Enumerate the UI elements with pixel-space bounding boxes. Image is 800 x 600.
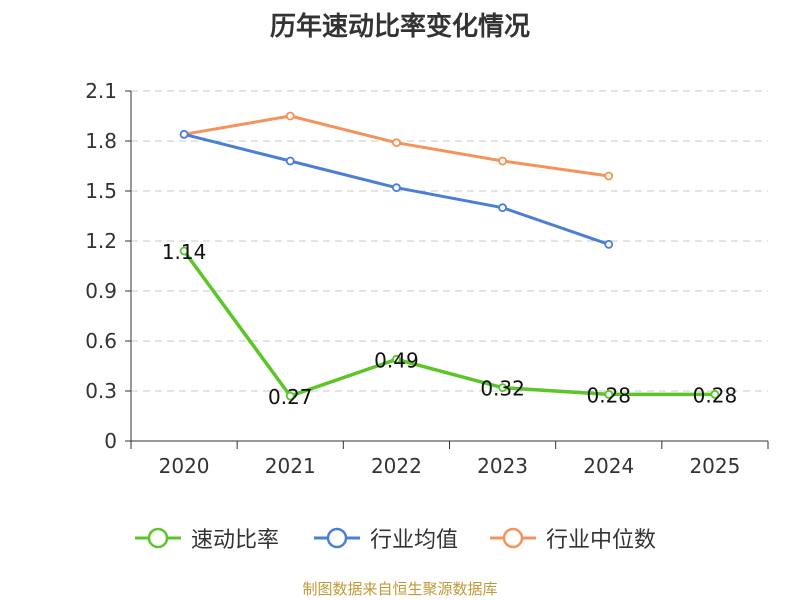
legend-line-circle-icon [490, 527, 536, 549]
data-label: 1.14 [162, 240, 207, 264]
data-point [392, 354, 401, 364]
data-point [285, 391, 295, 401]
data-label: 0.32 [480, 377, 525, 401]
data-point [392, 138, 401, 148]
y-tick-label: 0.6 [85, 329, 117, 353]
data-label: 0.28 [586, 383, 631, 407]
x-tick-label: 2023 [477, 454, 528, 478]
data-point [285, 111, 295, 121]
data-point [392, 183, 401, 193]
chart-title: 历年速动比率变化情况 [269, 12, 530, 42]
legend-item-industry-mean[interactable]: 行业均值 [312, 518, 458, 558]
y-tick-label: 0 [104, 429, 117, 453]
y-tick-label: 1.2 [85, 229, 117, 253]
axes: 0 0.3 0.6 0.9 1.2 1.5 1.8 2.1 2020 2021 2022 2023 20… [85, 79, 769, 478]
data-point [604, 171, 614, 181]
data-point [498, 383, 507, 393]
source-note: 制图数据来自恒生聚源数据库 [302, 580, 498, 598]
x-tick-label: 2022 [371, 454, 422, 478]
x-tick-label: 2021 [265, 454, 316, 478]
data-point [604, 389, 614, 399]
data-label: 0.49 [374, 348, 419, 372]
legend-item-industry-median[interactable]: 行业中位数 [488, 518, 656, 558]
x-tick-label: 2024 [583, 454, 634, 478]
gridlines [131, 90, 768, 392]
legend-label: 速动比率 [191, 528, 280, 553]
y-tick-label: 1.8 [85, 129, 117, 153]
x-tick-label: 2020 [159, 454, 210, 478]
data-point [179, 129, 189, 139]
legend: 速动比率 行业均值 行业中位数 [0, 518, 800, 558]
data-point [710, 389, 720, 399]
data-label: 0.28 [693, 383, 738, 407]
y-tick-label: 2.1 [85, 79, 117, 103]
data-point [498, 156, 507, 166]
y-tick-label: 0.3 [85, 379, 117, 403]
legend-label: 行业均值 [370, 528, 459, 553]
legend-item-quick-ratio[interactable]: 速动比率 [133, 518, 279, 558]
x-tick-label: 2025 [689, 454, 740, 478]
y-tick-label: 1.5 [85, 179, 117, 203]
data-point [285, 156, 295, 166]
data-point [604, 239, 614, 249]
data-point [179, 246, 189, 256]
data-labels: 1.14 0.27 0.49 0.32 0.28 0.28 [162, 240, 737, 409]
y-tick-label: 0.9 [85, 279, 117, 303]
series-line [182, 249, 715, 398]
legend-label: 行业中位数 [546, 528, 657, 553]
series-lines [179, 111, 720, 401]
legend-line-circle-icon [135, 527, 181, 549]
legend-line-circle-icon [314, 527, 360, 549]
data-point [498, 203, 507, 213]
data-label: 0.27 [268, 385, 313, 409]
